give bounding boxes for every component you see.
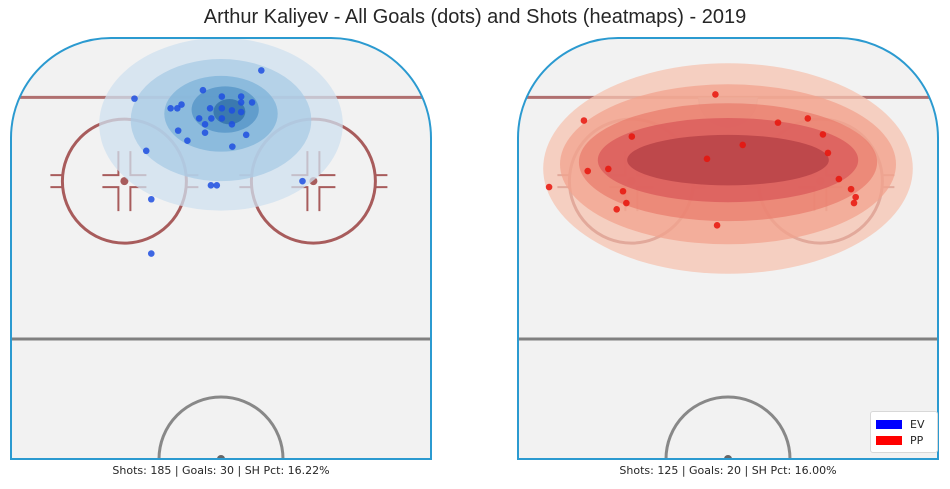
center-circle-left [157,395,285,459]
goal-point-right-15 [847,185,855,193]
goal-point-right-7 [739,141,746,149]
goal-point-right-12 [835,175,843,183]
goal-point-left-29 [147,195,155,203]
goal-point-right-17 [850,199,858,207]
goal-point-left-11 [206,105,214,112]
goal-point-left-20 [174,127,182,134]
goal-point-left-9 [174,105,181,112]
goal-point-right-14 [619,187,627,195]
goal-point-left-27 [207,182,215,189]
goal-point-left-26 [299,177,306,185]
center-dot-right [724,455,732,459]
center-circle-right [664,395,792,459]
goal-point-left-25 [142,147,150,155]
rink-clip-group-left [11,38,431,459]
goal-point-right-13 [545,183,553,191]
rink-clip-group-right [518,63,938,459]
goal-point-left-19 [228,121,236,128]
goals-right [545,91,859,229]
goal-point-left-30 [147,250,155,257]
goal-point-left-17 [195,115,203,122]
goal-point-left-2 [131,95,138,102]
legend-swatch-pp [876,435,902,445]
goal-point-left-5 [237,93,245,100]
goal-point-left-4 [218,93,226,100]
goal-point-left-15 [208,115,215,122]
goal-point-right-19 [613,206,620,213]
goal-point-left-6 [237,99,245,106]
goal-point-left-8 [178,101,185,108]
legend-item-ev: EV [876,417,924,431]
goal-point-left-12 [218,105,226,112]
goals-left [131,67,306,257]
goal-point-right-8 [824,149,832,157]
goal-point-right-11 [584,167,592,175]
faceoff-dot-left-left [120,177,129,186]
goal-point-right-9 [703,155,711,163]
goal-point-left-7 [248,99,256,106]
heatmap-right [543,63,913,274]
caption-left: Shots: 185 | Goals: 30 | SH Pct: 16.22% [112,464,330,477]
legend-item-pp: PP [876,433,923,447]
goal-point-left-22 [242,131,250,139]
rink-boards-right [517,37,939,460]
goal-point-left-23 [184,137,191,145]
legend-label-pp: PP [910,433,924,447]
rink-panel-left [10,37,432,460]
goal-point-right-20 [713,222,721,229]
goal-point-left-1 [258,67,265,74]
rink-panel-right [517,37,939,460]
goal-point-left-28 [213,182,221,189]
goal-point-left-16 [218,115,226,122]
goal-point-left-24 [229,143,236,150]
goal-point-right-3 [774,119,782,126]
heat-level-5-right [627,134,829,186]
goal-point-left-14 [237,108,245,116]
goal-point-right-2 [580,117,588,124]
goal-point-right-6 [628,133,636,140]
goal-point-left-3 [199,86,207,94]
goal-point-left-13 [228,107,236,114]
rink-boards-left [10,37,432,460]
legend-swatch-ev [876,419,902,429]
chart-title: Arthur Kaliyev - All Goals (dots) and Sh… [203,6,747,28]
goal-point-left-10 [167,105,174,112]
caption-right: Shots: 125 | Goals: 20 | SH Pct: 16.00% [619,464,837,477]
goal-point-right-16 [852,193,859,201]
goal-point-right-10 [605,165,612,173]
heatmap-left [99,38,343,211]
goal-point-right-1 [712,91,719,98]
goal-point-left-18 [201,121,209,128]
goal-point-right-4 [804,115,812,122]
legend-label-ev: EV [910,417,925,431]
goal-point-right-5 [819,131,827,138]
center-dot-left [217,455,225,459]
goal-point-left-21 [201,129,209,137]
goal-point-right-18 [623,199,630,207]
legend: EV PP [870,411,938,453]
